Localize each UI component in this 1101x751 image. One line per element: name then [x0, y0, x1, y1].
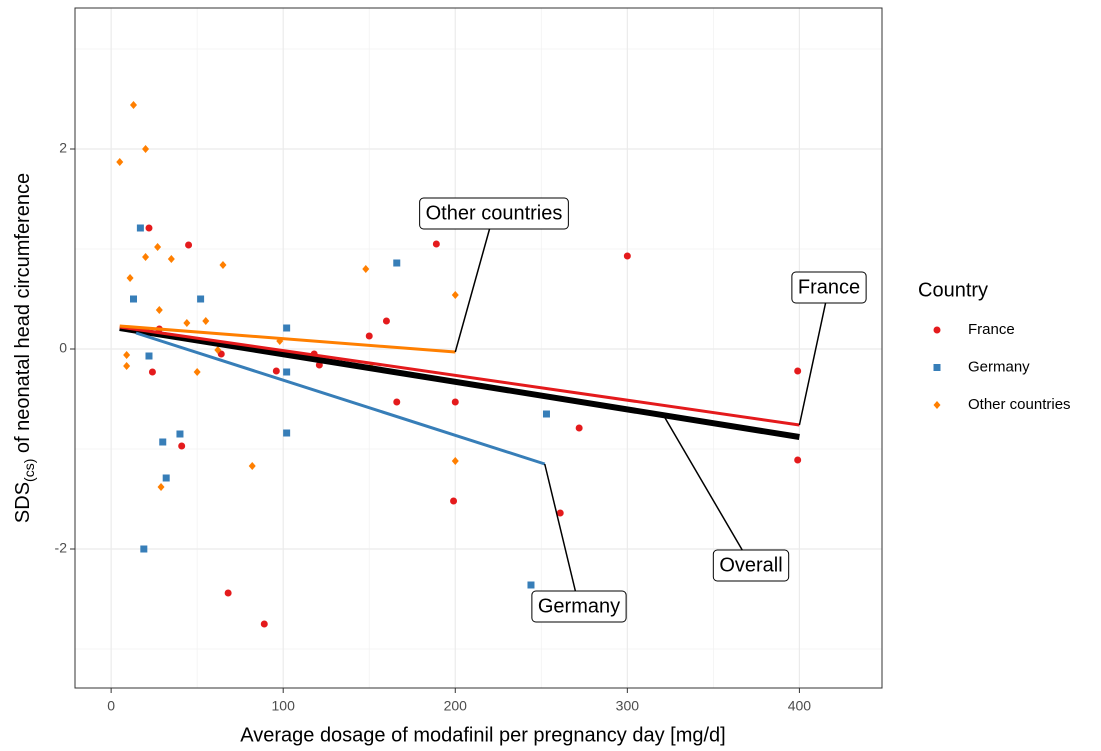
point [162, 474, 170, 482]
callout-box [531, 590, 627, 623]
point [365, 332, 373, 340]
point [451, 398, 459, 406]
point [382, 317, 390, 325]
x-tick-label: 200 [444, 698, 468, 714]
legend-key [933, 364, 941, 371]
y-axis-title: SDS(cs) of neonatal head circumference [12, 173, 36, 523]
point [451, 291, 459, 299]
callout-leader [454, 212, 495, 353]
point [145, 224, 153, 232]
point [123, 351, 131, 359]
point [283, 429, 291, 437]
callout-label: Other countries [426, 202, 563, 224]
y-tick-label: -2 [55, 540, 68, 556]
point [623, 252, 631, 260]
point [219, 261, 227, 269]
y-tick-label: 0 [59, 340, 67, 356]
point [272, 367, 280, 375]
point [362, 265, 370, 273]
point [260, 620, 268, 628]
callout-leader [798, 286, 830, 426]
point [248, 462, 256, 470]
legend-label: Germany [968, 358, 1030, 375]
fit-line [119, 325, 800, 427]
plot-border [74, 7, 883, 689]
grid [75, 8, 882, 688]
callout-box [419, 197, 569, 230]
point [393, 259, 401, 267]
y-axis-title-rest: of neonatal head circumference [12, 173, 34, 459]
callout-leader [544, 463, 580, 607]
callout: France [791, 271, 867, 426]
x-tick-label: 100 [272, 698, 296, 714]
point [183, 319, 191, 327]
callout: Germany [531, 463, 627, 623]
point [142, 253, 150, 261]
fit-line [135, 331, 546, 466]
point [451, 457, 459, 465]
fit-line [119, 325, 800, 440]
point [556, 509, 564, 517]
callout-leader [662, 414, 752, 566]
point [126, 274, 134, 282]
y-axis-title-main: SDS [12, 482, 34, 523]
point [176, 430, 184, 438]
callout-label: Overall [719, 554, 782, 576]
point [432, 240, 440, 248]
callout: Overall [662, 414, 790, 582]
callout-box [791, 271, 867, 304]
legend-key [933, 401, 941, 409]
x-tick-label: 400 [788, 698, 812, 714]
point [145, 352, 153, 360]
point [154, 243, 162, 251]
legend-label: France [968, 321, 1015, 338]
point [542, 410, 550, 418]
point [197, 295, 205, 303]
point [217, 350, 225, 358]
point [148, 368, 156, 376]
x-tick-label: 0 [107, 698, 115, 714]
x-axis-title: Average dosage of modafinil per pregnanc… [240, 724, 726, 746]
point [575, 424, 583, 432]
fit-line [119, 324, 456, 354]
point [130, 101, 138, 109]
point [202, 317, 210, 325]
point [142, 145, 150, 153]
point [224, 589, 232, 597]
point [393, 398, 401, 406]
point [159, 438, 167, 446]
point [794, 456, 802, 464]
point [527, 581, 535, 589]
point [794, 367, 802, 375]
point [155, 306, 163, 314]
x-tick-label: 300 [616, 698, 640, 714]
point [130, 295, 138, 303]
point [450, 497, 458, 505]
point [214, 346, 222, 354]
point [178, 442, 186, 450]
callout-box [712, 549, 790, 582]
point [116, 158, 124, 166]
point [193, 368, 201, 376]
point [136, 224, 144, 232]
point [140, 545, 148, 553]
legend-key [933, 326, 941, 334]
point [123, 362, 131, 370]
callout-label: France [798, 276, 860, 298]
y-tick-label: 2 [59, 140, 67, 156]
legend-label: Other countries [968, 396, 1071, 413]
point [283, 324, 291, 332]
y-axis-title-sub: (cs) [21, 459, 37, 482]
legend-title: Country [918, 279, 988, 301]
callout-label: Germany [538, 595, 620, 617]
point [157, 483, 165, 491]
point [185, 241, 193, 249]
callout: Other countries [419, 197, 569, 353]
point [283, 368, 291, 376]
point [167, 255, 175, 263]
